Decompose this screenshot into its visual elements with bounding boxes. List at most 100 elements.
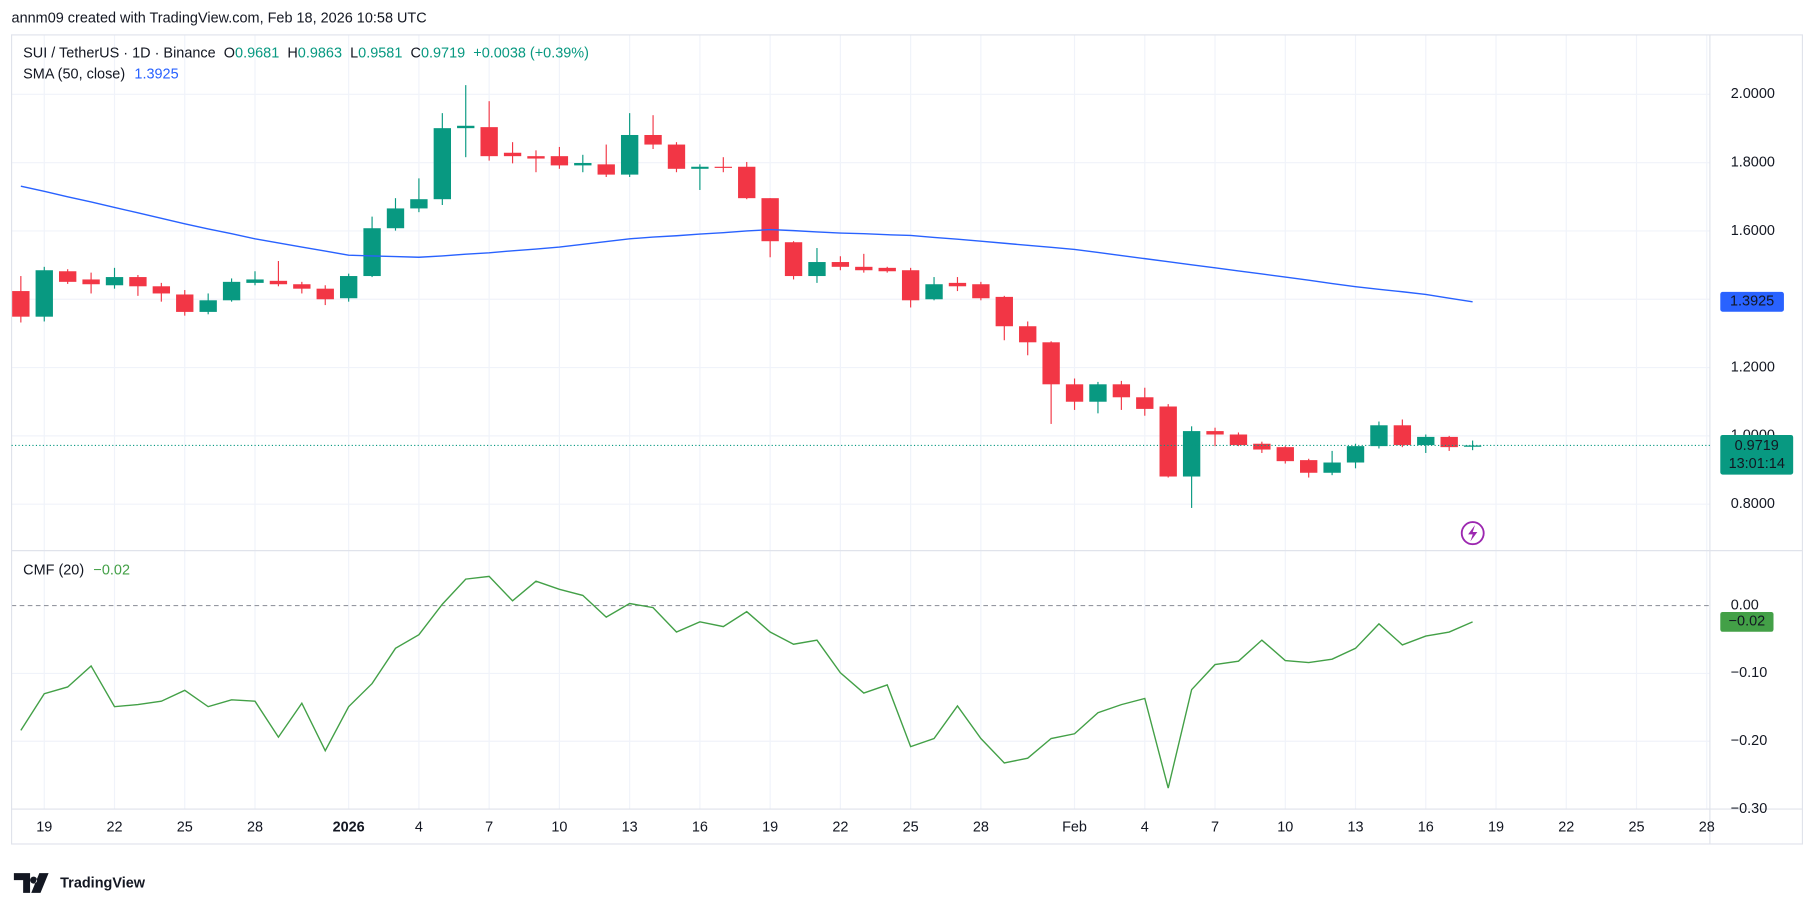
- candle-body: [105, 277, 124, 286]
- x-tick-label: 10: [551, 819, 567, 835]
- candle-body: [738, 166, 756, 199]
- candle-body: [457, 125, 475, 129]
- x-tick-label: 28: [973, 819, 989, 835]
- candle-body: [1370, 425, 1388, 447]
- candle-body: [59, 271, 77, 282]
- candle-body: [269, 280, 288, 285]
- ohlc-value: 0.9681: [235, 45, 279, 61]
- candle-body: [1206, 431, 1224, 435]
- x-tick-label: 28: [247, 819, 263, 835]
- ohlc-value: 0.9581: [358, 45, 402, 61]
- candle-body: [480, 127, 498, 157]
- candle-body: [410, 199, 428, 209]
- candle-body: [925, 284, 943, 300]
- sma-tag: [1720, 291, 1784, 312]
- y-tick-label: 0.8000: [1731, 496, 1775, 512]
- symbol-legend: SUI / TetherUS · 1D · Binance O0.9681 H0.9…: [23, 45, 589, 61]
- candle-body: [761, 198, 779, 242]
- candle-body: [1229, 434, 1248, 446]
- y-tick-label: −0.30: [1731, 801, 1768, 817]
- sma-value: 1.3925: [134, 66, 178, 82]
- candle-body: [1019, 326, 1037, 343]
- symbol-title: SUI / TetherUS · 1D · Binance: [23, 45, 216, 61]
- alert-bolt[interactable]: [1468, 525, 1478, 542]
- x-tick-label: 4: [415, 819, 423, 835]
- x-tick-label: 7: [485, 819, 493, 835]
- cmf-tag-label: −0.02: [1729, 614, 1766, 630]
- candle-body: [12, 291, 30, 317]
- ohlc-label: L: [350, 45, 358, 61]
- cmf-line: [20, 575, 1473, 789]
- y-tick-label: 1.8000: [1731, 154, 1775, 170]
- candle-body: [1440, 436, 1458, 448]
- x-tick-label: 19: [36, 819, 52, 835]
- candle-body: [574, 162, 592, 166]
- candle-body: [35, 270, 53, 317]
- y-tick-label: −0.20: [1731, 733, 1768, 749]
- y-tick-label: 1.6000: [1731, 223, 1775, 239]
- x-tick-label: 10: [1277, 819, 1293, 835]
- x-tick-label: 13: [622, 819, 638, 835]
- price-tag: [1720, 434, 1794, 475]
- countdown: 13:01:14: [1729, 456, 1785, 472]
- y-tick-label: −0.10: [1731, 665, 1768, 681]
- sma-line: [20, 185, 1473, 303]
- candle-body: [1065, 384, 1084, 402]
- x-tick-label: 25: [177, 819, 193, 835]
- x-tick-label: 19: [1488, 819, 1504, 835]
- candle-body: [433, 128, 452, 200]
- candle-body: [1136, 397, 1154, 409]
- candle-body: [1089, 384, 1107, 402]
- candle-body: [129, 277, 147, 287]
- alert-icon[interactable]: [1460, 521, 1485, 546]
- candle-body: [878, 267, 896, 272]
- logo-text[interactable]: TradingView: [60, 875, 146, 891]
- attribution: annm09 created with TradingView.com, Feb…: [12, 10, 427, 26]
- candle-body: [995, 296, 1013, 327]
- candle-body: [667, 144, 686, 169]
- candle-body: [199, 300, 217, 312]
- candle-body: [293, 284, 311, 289]
- logo[interactable]: TradingView: [13, 873, 146, 893]
- x-tick-label: 2026: [333, 819, 365, 835]
- marks: [11, 85, 1710, 789]
- candle-body: [503, 152, 522, 157]
- x-tick-label: 7: [1211, 819, 1219, 835]
- x-tick-label: 22: [1558, 819, 1574, 835]
- y-tick-label: 2.0000: [1731, 86, 1775, 102]
- x-tick-label: 19: [762, 819, 778, 835]
- cmf-legend: CMF (20) −0.02: [23, 562, 130, 578]
- ohlc-value: 0.9863: [298, 45, 342, 61]
- candle-body: [1417, 436, 1435, 446]
- x-tick-label: 22: [832, 819, 848, 835]
- x-tick-label: 16: [692, 819, 708, 835]
- sma-tag-label: 1.3925: [1730, 294, 1774, 310]
- candle-body: [972, 284, 990, 299]
- sma-legend: SMA (50, close) 1.3925: [23, 66, 179, 82]
- candle-body: [597, 164, 615, 175]
- logo-mark[interactable]: [13, 873, 49, 893]
- candle-body: [691, 166, 709, 169]
- candle-body: [1159, 406, 1177, 477]
- chart-frame: [10, 34, 1804, 845]
- x-tick-label: 28: [1699, 819, 1715, 835]
- candle-body: [1042, 342, 1060, 385]
- candle-body: [901, 270, 920, 301]
- candle-body: [550, 156, 569, 166]
- candle-body: [855, 266, 873, 271]
- ohlc-label: O: [224, 45, 235, 61]
- candle-body: [176, 294, 194, 312]
- candle-body: [1346, 446, 1365, 463]
- x-tick-label: Feb: [1062, 819, 1087, 835]
- x-tick-label: 25: [903, 819, 919, 835]
- ohlc-label: C: [410, 45, 420, 61]
- candle-body: [363, 228, 381, 277]
- candle-body: [1300, 460, 1318, 473]
- candle-body: [316, 288, 334, 300]
- x-tick-label: 13: [1347, 819, 1363, 835]
- candle-body: [714, 166, 732, 168]
- grid: [11, 34, 1710, 810]
- candle-body: [808, 262, 826, 277]
